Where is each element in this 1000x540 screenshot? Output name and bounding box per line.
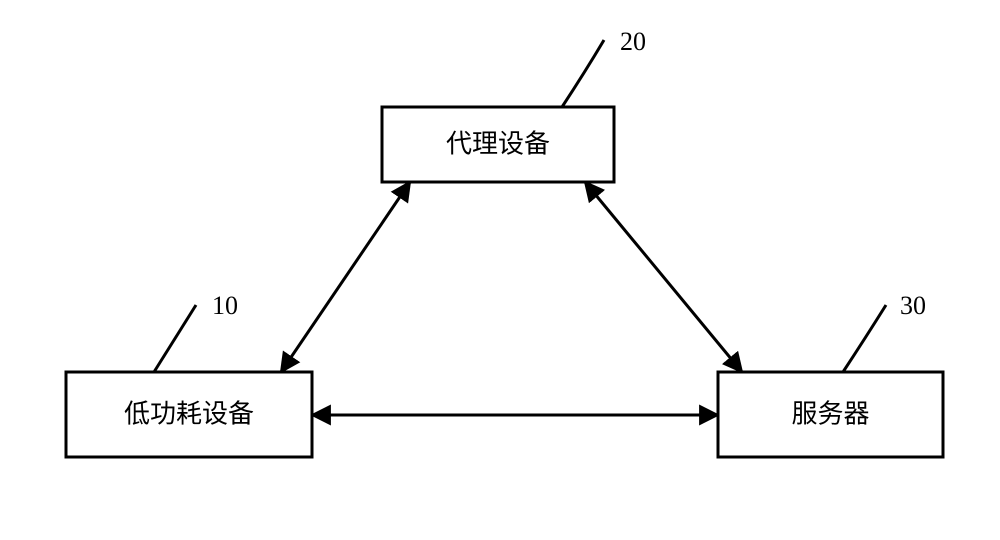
diagram-canvas: 代理设备 20 低功耗设备 10 服务器 30 xyxy=(0,0,1000,540)
node-proxy-device: 代理设备 20 xyxy=(382,27,646,182)
node-low-power-device: 低功耗设备 10 xyxy=(66,291,312,457)
callout-curve xyxy=(843,305,886,372)
node-server: 服务器 30 xyxy=(718,291,943,457)
callout-curve xyxy=(154,305,196,372)
node-number: 30 xyxy=(900,291,926,320)
edge-top-right xyxy=(585,182,742,372)
callout-curve xyxy=(562,40,604,107)
node-label: 服务器 xyxy=(791,399,869,428)
node-label: 低功耗设备 xyxy=(124,399,254,428)
edge-top-left xyxy=(281,182,410,372)
node-number: 20 xyxy=(620,27,646,56)
node-number: 10 xyxy=(212,291,238,320)
node-label: 代理设备 xyxy=(446,129,550,158)
